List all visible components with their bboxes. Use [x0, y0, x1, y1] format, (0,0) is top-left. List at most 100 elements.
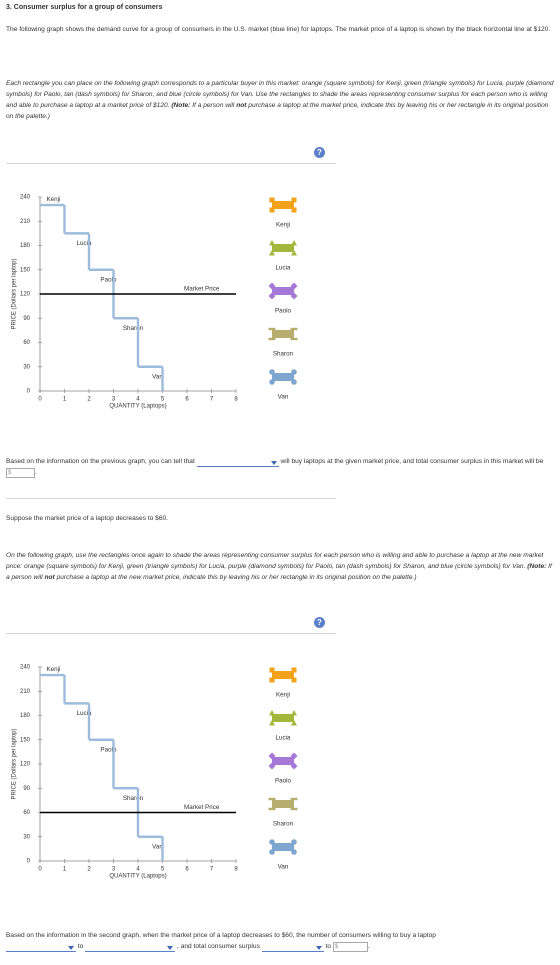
- x-tick-label: 8: [234, 397, 238, 403]
- palette-handle: [290, 807, 298, 811]
- x-tick-label: 7: [210, 397, 214, 403]
- text: purchase a laptop at the new market pric…: [54, 574, 417, 581]
- palette-rectangle[interactable]: [272, 244, 294, 252]
- x-tick-label: 4: [136, 397, 140, 403]
- x-tick-label: 1: [63, 867, 67, 873]
- palette-handle: [269, 369, 275, 375]
- palette-rectangle[interactable]: [272, 800, 294, 808]
- answer-input[interactable]: $: [6, 468, 35, 478]
- help-button[interactable]: ?: [314, 617, 325, 628]
- palette-handle: [291, 197, 297, 203]
- palette-label: Paolo: [275, 308, 292, 315]
- palette-handle: [290, 337, 298, 341]
- divider: [6, 498, 336, 499]
- dropdown[interactable]: [6, 943, 76, 952]
- x-tick-label: 3: [112, 867, 116, 873]
- palette-handle: [291, 207, 297, 213]
- palette-handle: [291, 839, 297, 845]
- y-tick-label: 150: [20, 267, 31, 273]
- palette-label: Sharon: [273, 351, 294, 358]
- palette-rectangle[interactable]: [272, 843, 294, 851]
- y-tick-label: 240: [20, 665, 31, 671]
- palette-label: Van: [278, 394, 289, 401]
- text: If a person will: [190, 102, 237, 109]
- buyer-label: Kenji: [46, 196, 60, 203]
- palette-rectangle[interactable]: [272, 757, 294, 765]
- y-tick-label: 90: [23, 316, 30, 322]
- note: (Note:: [171, 102, 191, 109]
- chart: 0 30 60 90 120 150 180 210 240 0 1 2 3 4 5 6 7 8 QUANTITY …: [12, 195, 298, 410]
- palette-handle: [268, 807, 276, 811]
- y-tick-label: 180: [20, 713, 31, 719]
- palette-label: Kenji: [276, 222, 290, 229]
- x-tick-label: 4: [136, 867, 140, 873]
- text: Each rectangle you can place on the foll…: [6, 80, 554, 109]
- palette-handle: [269, 839, 275, 845]
- market-price-label: Market Price: [184, 286, 220, 293]
- instructions: On the following graph, use the rectangl…: [6, 550, 554, 583]
- text: will buy laptops at the given market pri…: [280, 458, 544, 465]
- chart: 0 30 60 90 120 150 180 210 240 0 1 2 3 4 5 6 7 8 QUANTITY …: [12, 665, 298, 880]
- dropdown[interactable]: [85, 943, 176, 952]
- palette-rectangle[interactable]: [272, 201, 294, 209]
- x-tick-label: 0: [38, 397, 42, 403]
- palette-handle: [269, 667, 275, 673]
- text: to: [77, 943, 84, 950]
- divider: [6, 633, 336, 634]
- palette-handle: [268, 282, 276, 290]
- divider: [6, 163, 336, 164]
- palette-handle: [291, 369, 297, 375]
- palette-handle: [291, 379, 297, 385]
- palette-rectangle[interactable]: [272, 287, 294, 295]
- x-tick-label: 5: [161, 867, 165, 873]
- y-tick-label: 0: [27, 859, 31, 865]
- x-tick-label: 0: [38, 867, 42, 873]
- palette-handle: [268, 327, 276, 331]
- text: Based on the information on the previous…: [6, 458, 195, 465]
- price-change: Suppose the market price of a laptop dec…: [6, 515, 169, 522]
- market-price-label: Market Price: [184, 804, 220, 811]
- buyer-label: Paolo: [100, 746, 117, 753]
- palette-rectangle[interactable]: [272, 671, 294, 679]
- palette-label: Lucia: [275, 735, 291, 742]
- x-axis-label: QUANTITY (Laptops): [109, 874, 166, 880]
- x-tick-label: 1: [63, 397, 67, 403]
- palette-label: Van: [278, 864, 289, 871]
- y-tick-label: 150: [20, 737, 31, 743]
- emphasis: not: [236, 102, 247, 109]
- help-button[interactable]: ?: [314, 147, 325, 158]
- x-tick-label: 7: [210, 867, 214, 873]
- text: to: [325, 943, 332, 950]
- y-axis-label: PRICE (Dollars per laptop): [12, 258, 18, 329]
- buyer-label: Van: [152, 843, 163, 850]
- palette-handle: [269, 720, 275, 726]
- y-tick-label: 60: [23, 340, 30, 346]
- dropdown[interactable]: [196, 458, 279, 467]
- palette-handle: [269, 677, 275, 683]
- x-tick-label: 8: [234, 867, 238, 873]
- text: If a person will: [6, 563, 552, 581]
- buyer-label: Sharon: [123, 795, 144, 802]
- y-tick-label: 30: [23, 834, 30, 840]
- palette-rectangle[interactable]: [272, 714, 294, 722]
- text: On the following graph, use the rectangl…: [6, 552, 544, 570]
- palette-rectangle[interactable]: [272, 330, 294, 338]
- palette-handle: [268, 292, 276, 300]
- x-tick-label: 3: [112, 397, 116, 403]
- text: .: [35, 469, 37, 476]
- x-axis-label: QUANTITY (Laptops): [109, 404, 166, 410]
- intro: The following graph shows the demand cur…: [6, 26, 551, 33]
- palette-handle: [291, 250, 297, 256]
- buyer-label: Sharon: [123, 325, 144, 332]
- palette-rectangle[interactable]: [272, 373, 294, 381]
- palette-handle: [269, 849, 275, 855]
- palette-handle: [291, 720, 297, 726]
- answer-input[interactable]: $: [332, 942, 368, 952]
- palette-handle: [269, 379, 275, 385]
- palette-handle: [291, 677, 297, 683]
- palette-handle: [269, 250, 275, 256]
- palette-handle: [290, 282, 298, 290]
- dropdown[interactable]: [261, 943, 324, 952]
- y-tick-label: 210: [20, 219, 31, 225]
